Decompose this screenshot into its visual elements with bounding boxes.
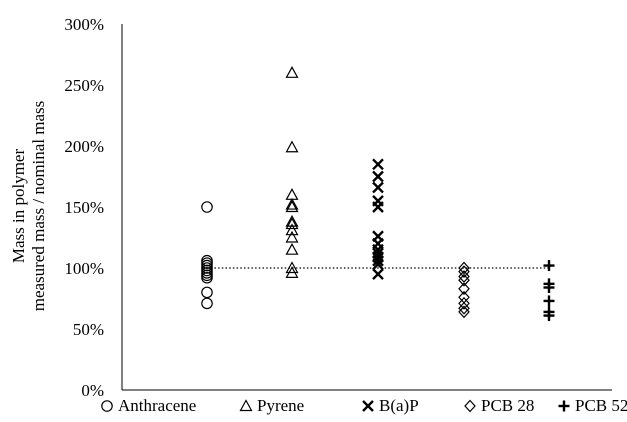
y-tick-label: 300% bbox=[64, 15, 104, 34]
data-point-x bbox=[372, 254, 384, 267]
y-tick-label: 50% bbox=[73, 320, 104, 339]
legend-item: Pyrene bbox=[239, 396, 304, 415]
data-point-x bbox=[372, 201, 384, 213]
data-point-diamond bbox=[458, 301, 470, 315]
legend-label: PCB 52 bbox=[575, 396, 627, 415]
data-point-diamond bbox=[458, 305, 470, 319]
data-point-circle bbox=[201, 297, 213, 310]
data-point-triangle bbox=[285, 140, 299, 153]
data-point-diamond bbox=[458, 261, 470, 275]
data-point-x bbox=[372, 258, 384, 271]
legend-item: Anthracene bbox=[101, 396, 196, 415]
data-point-triangle bbox=[285, 197, 299, 210]
data-point-triangle bbox=[285, 242, 299, 255]
data-point-triangle bbox=[285, 66, 299, 78]
legend-label: B(a)P bbox=[379, 396, 419, 415]
data-point-diamond bbox=[458, 273, 470, 287]
data-point-triangle bbox=[285, 261, 299, 274]
legend-item: PCB 28 bbox=[464, 396, 534, 415]
y-tick-label: 150% bbox=[64, 198, 104, 217]
data-point-x bbox=[372, 268, 384, 280]
y-axis-title-line-2: measured mass / nominal mass bbox=[29, 101, 48, 312]
legend-marker-triangle bbox=[239, 399, 253, 412]
legend-marker-x bbox=[362, 400, 374, 412]
data-point-circle bbox=[201, 286, 213, 299]
data-point-triangle bbox=[285, 200, 299, 213]
y-axis-title-line-1: Mass in polymer bbox=[9, 149, 28, 264]
data-point-plus bbox=[543, 295, 555, 307]
data-point-x bbox=[372, 158, 384, 171]
y-tick-label: 0% bbox=[81, 381, 104, 400]
data-point-diamond bbox=[458, 265, 470, 279]
data-point-triangle bbox=[285, 266, 299, 278]
data-point-triangle bbox=[285, 217, 299, 230]
data-point-triangle bbox=[285, 223, 299, 236]
data-point-circle bbox=[201, 271, 213, 284]
legend-marker-circle bbox=[101, 400, 113, 412]
y-axis-title: Mass in polymer measured mass / nominal … bbox=[9, 101, 48, 312]
data-point-diamond bbox=[458, 296, 470, 310]
legend-marker-plus bbox=[558, 400, 570, 412]
y-tick-label: 200% bbox=[64, 137, 104, 156]
data-point-x bbox=[372, 170, 384, 183]
legend-label: Anthracene bbox=[118, 396, 196, 415]
legend-label: PCB 28 bbox=[481, 396, 534, 415]
data-point-triangle bbox=[285, 188, 299, 200]
y-tick-label: 250% bbox=[64, 76, 104, 95]
data-point-diamond bbox=[458, 270, 470, 283]
data-point-diamond bbox=[458, 282, 470, 296]
data-point-plus bbox=[543, 282, 555, 294]
data-point-x bbox=[372, 181, 384, 194]
data-point-triangle bbox=[285, 230, 299, 243]
legend-label: Pyrene bbox=[257, 396, 304, 415]
data-point-plus bbox=[543, 310, 555, 322]
legend-item: B(a)P bbox=[362, 396, 419, 415]
data-point-plus bbox=[543, 260, 555, 272]
legend-marker-diamond bbox=[464, 399, 476, 413]
data-point-circle bbox=[201, 201, 213, 213]
legend-item: PCB 52 bbox=[558, 396, 627, 415]
data-point-triangle bbox=[285, 214, 299, 227]
y-tick-label: 100% bbox=[64, 259, 104, 278]
